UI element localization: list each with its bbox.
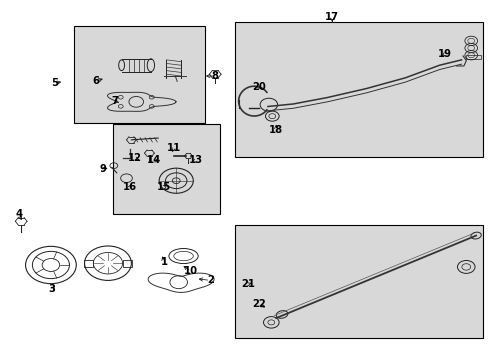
- Text: 22: 22: [252, 299, 265, 309]
- Text: 21: 21: [241, 279, 255, 289]
- Text: 11: 11: [166, 143, 181, 153]
- Text: 7: 7: [112, 96, 119, 106]
- Bar: [234, 225, 483, 338]
- Bar: [74, 26, 205, 123]
- Bar: [113, 125, 220, 214]
- Text: 1: 1: [160, 257, 167, 267]
- Text: 15: 15: [157, 182, 171, 192]
- Text: 6: 6: [92, 76, 99, 86]
- Text: 4: 4: [16, 209, 23, 219]
- Text: 9: 9: [100, 164, 106, 174]
- Bar: [122, 260, 132, 267]
- Text: 17: 17: [325, 12, 339, 22]
- Text: 16: 16: [122, 182, 137, 192]
- Text: 19: 19: [437, 49, 450, 59]
- Text: 14: 14: [147, 155, 161, 165]
- Bar: [234, 22, 483, 157]
- Text: 5: 5: [51, 78, 58, 88]
- Text: 10: 10: [183, 266, 198, 276]
- Text: 2: 2: [206, 275, 213, 285]
- Text: 13: 13: [188, 155, 203, 165]
- Bar: [83, 260, 93, 267]
- Text: 8: 8: [211, 71, 218, 81]
- Text: 20: 20: [252, 82, 265, 92]
- Bar: [466, 55, 480, 59]
- Text: 18: 18: [268, 125, 283, 135]
- Text: 3: 3: [48, 284, 55, 294]
- Text: 12: 12: [127, 153, 142, 163]
